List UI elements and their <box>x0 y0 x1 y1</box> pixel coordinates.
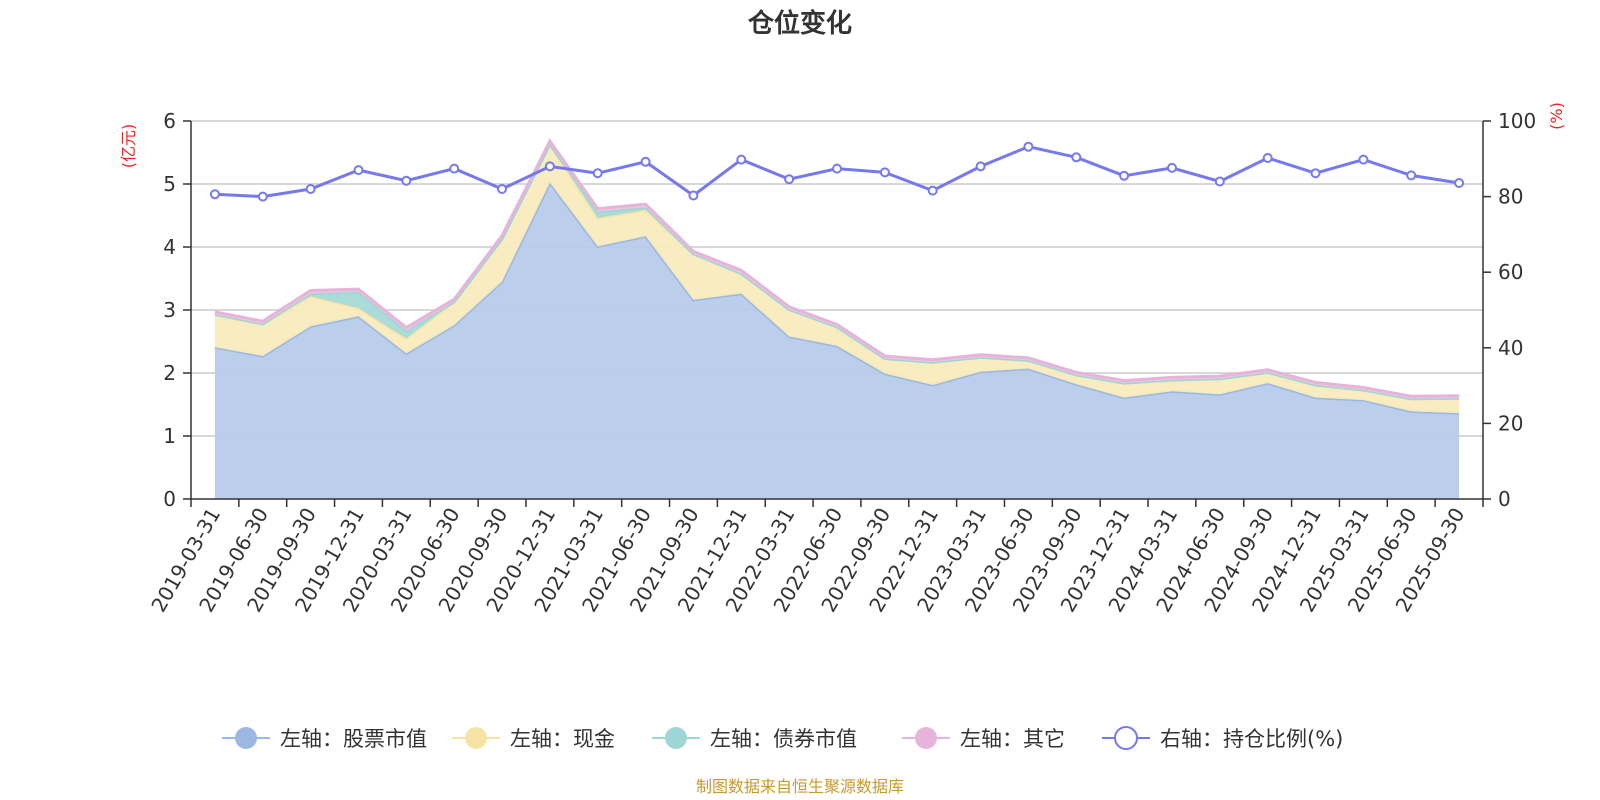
chart-title: 仓位变化 <box>747 8 852 39</box>
position-ratio-series <box>209 141 1465 202</box>
left-tick-label: 2 <box>163 361 176 385</box>
position-ratio-point <box>544 161 555 172</box>
position-ratio-point <box>1358 154 1369 165</box>
position-ratio-point <box>401 175 412 186</box>
legend-label: 左轴：现金 <box>510 727 615 751</box>
position-ratio-point <box>1214 176 1225 187</box>
position-ratio-point <box>353 165 364 176</box>
position-ratio-point <box>975 161 986 172</box>
right-tick-label: 20 <box>1498 411 1523 435</box>
legend-filled-marker-icon <box>465 727 487 749</box>
right-tick-label: 100 <box>1498 109 1536 133</box>
position-ratio-point <box>1454 178 1465 188</box>
left-tick-label: 4 <box>163 235 176 259</box>
left-tick-label: 0 <box>163 487 176 511</box>
left-tick-label: 1 <box>163 424 176 448</box>
legend-label: 左轴：股票市值 <box>280 727 427 751</box>
position-ratio-point <box>1310 168 1321 179</box>
left-tick-label: 3 <box>163 298 176 322</box>
left-tick-label: 6 <box>163 109 176 133</box>
position-ratio-point <box>1406 170 1417 181</box>
right-tick-label: 80 <box>1498 185 1523 209</box>
position-ratio-point <box>688 190 699 201</box>
position-ratio-point <box>257 191 268 202</box>
position-ratio-point <box>209 189 220 200</box>
position-ratio-point <box>1119 170 1130 181</box>
left-tick-label: 5 <box>163 172 176 196</box>
area-左轴：现金 <box>214 144 1460 414</box>
data-source-note: 制图数据来自恒生聚源数据库 <box>696 777 904 796</box>
position-ratio-point <box>1167 162 1177 173</box>
legend-label: 左轴：其它 <box>960 727 1065 751</box>
position-ratio-point <box>1071 152 1082 163</box>
position-ratio-point <box>305 184 316 194</box>
legend-item[interactable]: 右轴：持仓比例(%) <box>1102 726 1343 751</box>
right-axis-unit: (%) <box>1547 102 1566 130</box>
position-ratio-point <box>1262 153 1273 163</box>
position-ratio-point <box>784 174 795 185</box>
legend[interactable]: 左轴：股票市值 左轴：现金 左轴：债券市值 左轴：其它 右轴：持仓比例(%) <box>222 726 1343 751</box>
legend-label: 左轴：债券市值 <box>710 727 857 751</box>
area-左轴：股票市值 <box>214 182 1460 499</box>
right-tick-label: 60 <box>1498 260 1523 284</box>
right-tick-label: 40 <box>1498 336 1523 360</box>
legend-item[interactable]: 左轴：股票市值 <box>222 727 427 751</box>
legend-item[interactable]: 左轴：现金 <box>452 727 615 751</box>
legend-hollow-marker-icon <box>1114 726 1138 750</box>
position-ratio-point <box>640 156 651 167</box>
legend-label: 右轴：持仓比例(%) <box>1160 727 1343 751</box>
position-ratio-point <box>592 168 603 179</box>
position-ratio-point <box>927 185 938 196</box>
right-tick-label: 0 <box>1498 487 1511 511</box>
position-ratio-point <box>736 154 747 165</box>
area-edge-左轴：其它 <box>214 138 1460 398</box>
legend-item[interactable]: 左轴：其它 <box>902 727 1065 751</box>
legend-item[interactable]: 左轴：债券市值 <box>652 727 857 751</box>
legend-filled-marker-icon <box>235 727 257 749</box>
position-ratio-point <box>449 163 460 174</box>
legend-filled-marker-icon <box>665 727 687 749</box>
position-ratio-point <box>1023 141 1034 152</box>
stacked-areas <box>214 138 1460 499</box>
position-ratio-point <box>497 184 507 194</box>
position-ratio-point <box>879 167 890 178</box>
position-ratio-point <box>832 163 842 174</box>
legend-filled-marker-icon <box>915 727 937 749</box>
left-axis-unit: (亿元) <box>119 124 138 169</box>
